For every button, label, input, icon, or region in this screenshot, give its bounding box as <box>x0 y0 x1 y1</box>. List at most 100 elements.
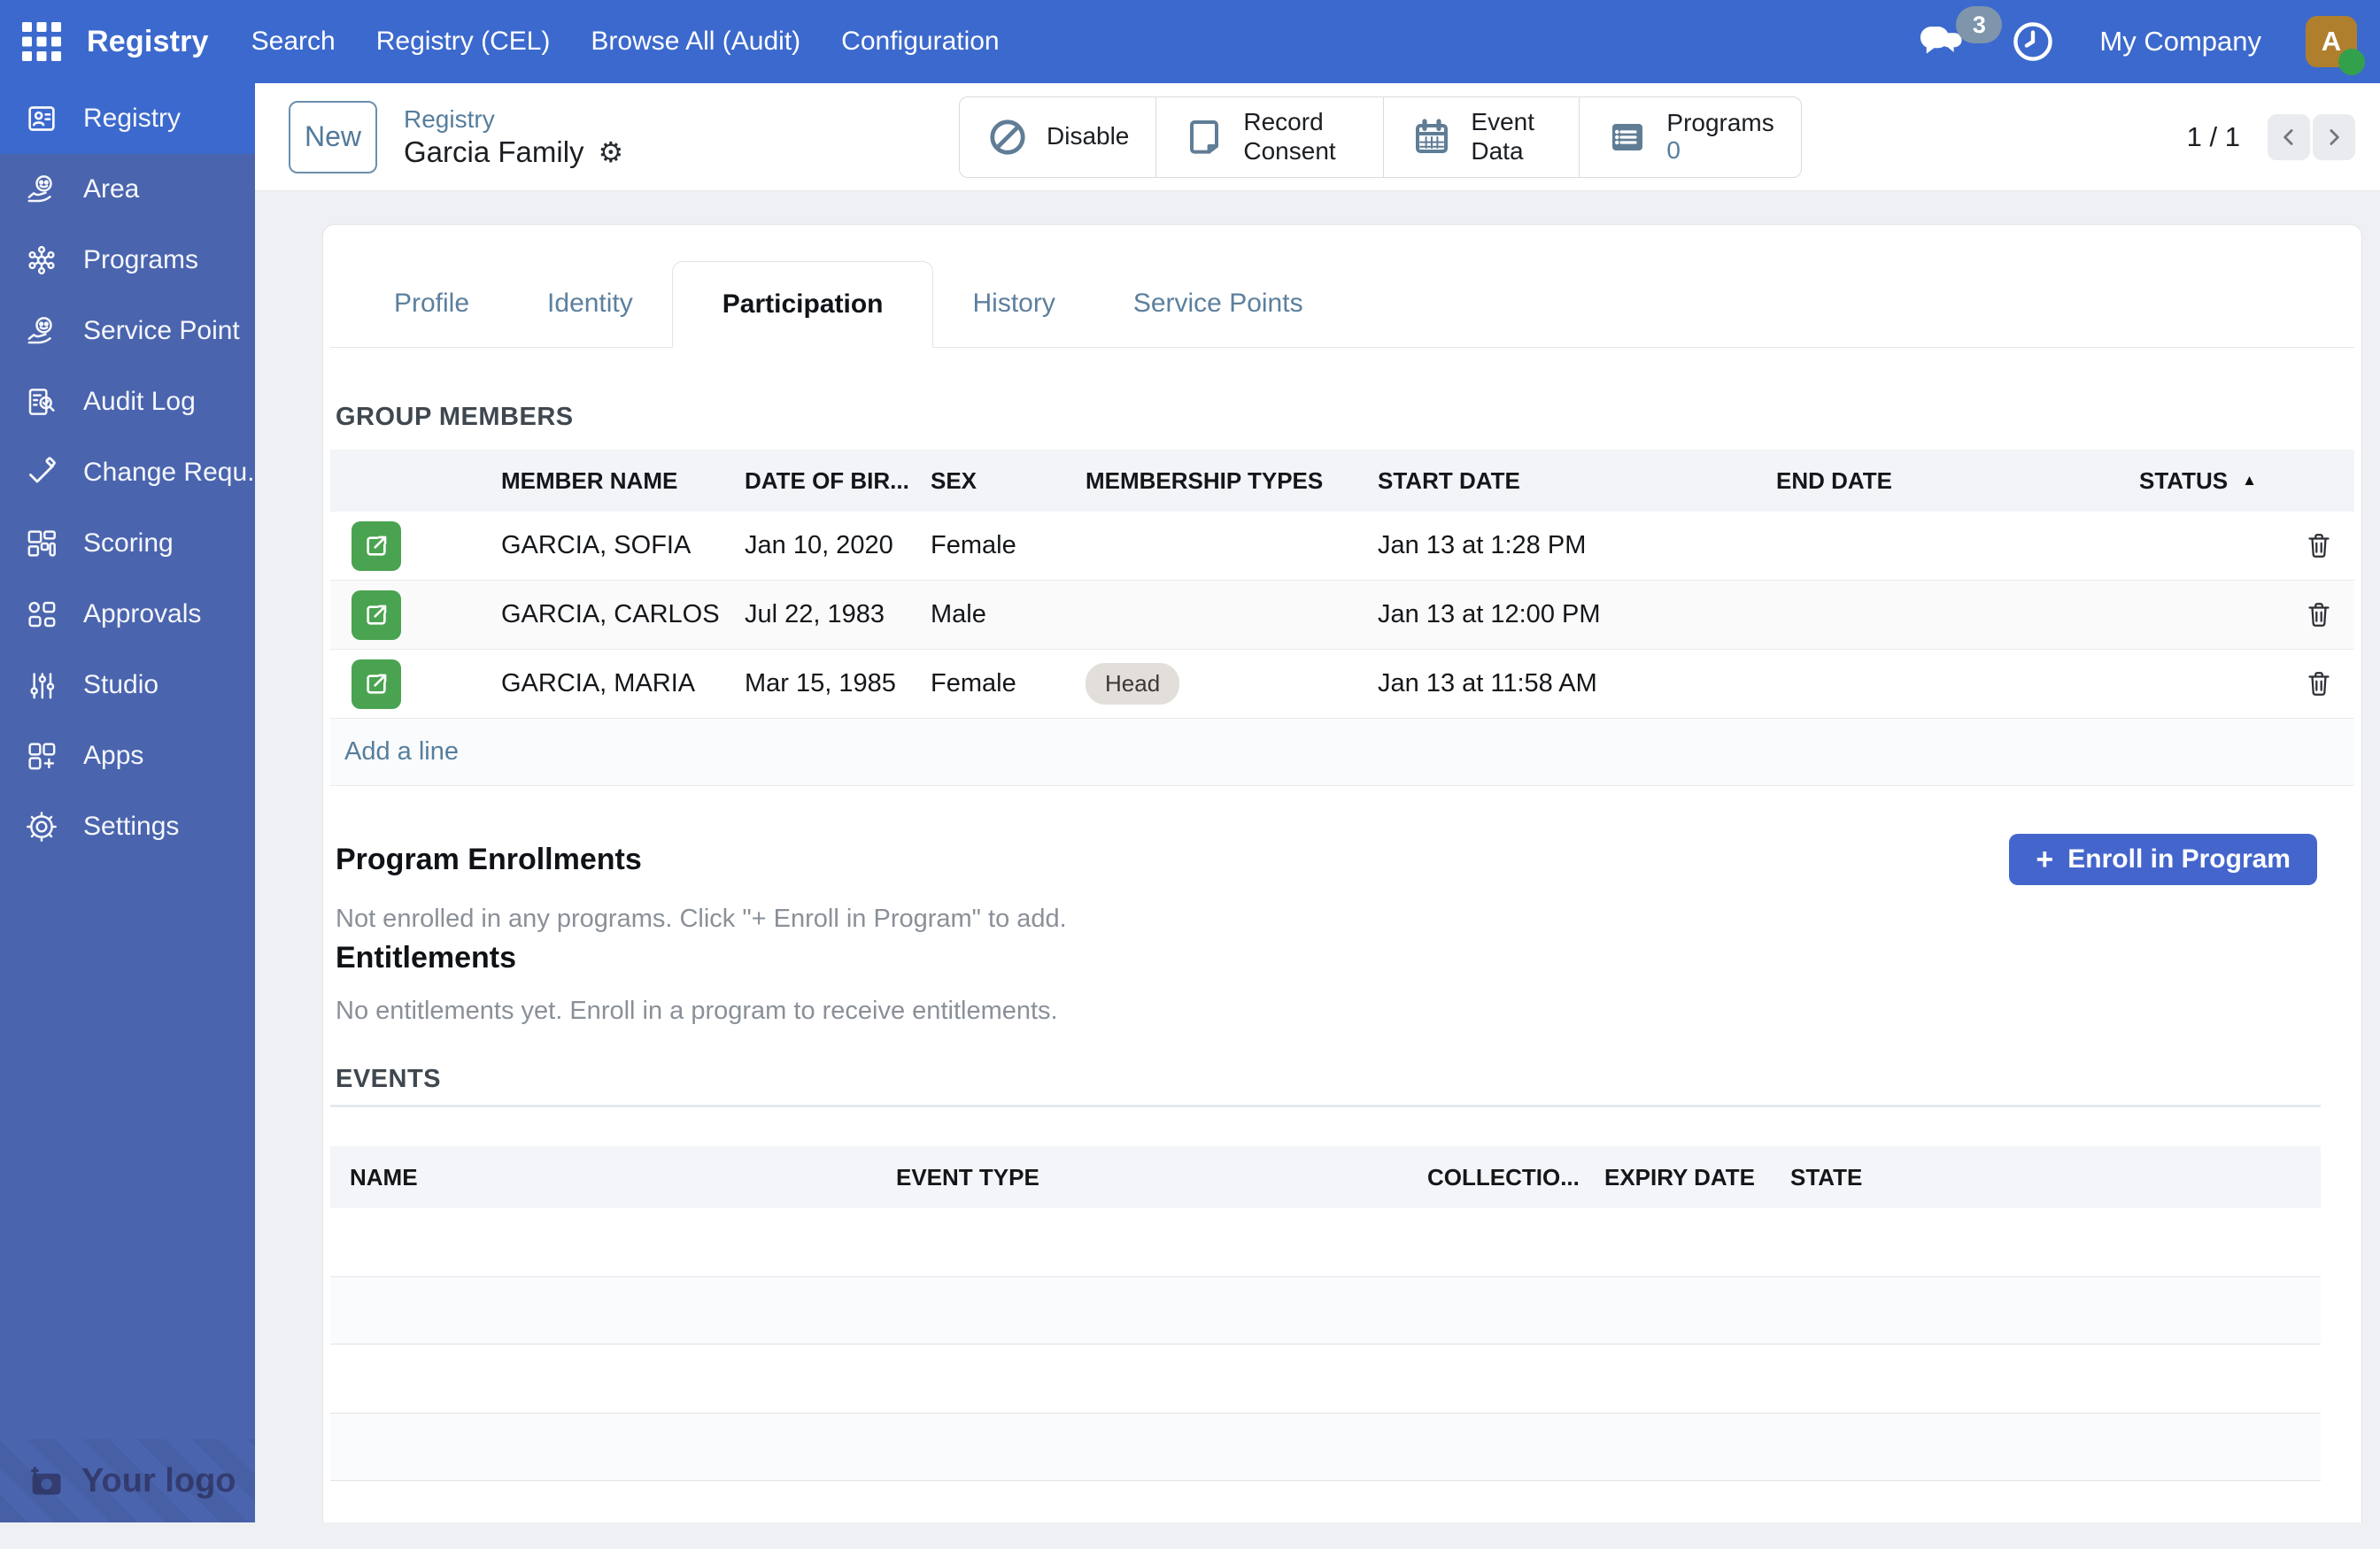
calendar-icon <box>1410 116 1453 158</box>
document-icon <box>1183 116 1225 158</box>
apps-grid-icon[interactable] <box>21 21 62 62</box>
open-record-button[interactable] <box>352 590 401 640</box>
sidebar-item-label: Apps <box>83 741 144 770</box>
column-start-date[interactable]: START DATE <box>1378 466 1520 494</box>
hand-people-icon <box>24 172 59 207</box>
table-row[interactable]: GARCIA, MARIA Mar 15, 1985 Female Head J… <box>330 650 2354 719</box>
record-title: Garcia Family <box>404 135 584 168</box>
control-panel: New Registry Garcia Family ⚙ Disable Rec <box>255 83 2380 191</box>
column-event-type[interactable]: EVENT TYPE <box>896 1163 1039 1191</box>
sidebar-item-label: Approvals <box>83 599 202 628</box>
breadcrumb: Registry Garcia Family ⚙ <box>404 105 623 169</box>
open-record-button[interactable] <box>352 659 401 709</box>
column-expiry-date[interactable]: EXPIRY DATE <box>1604 1163 1756 1191</box>
tab-participation[interactable]: Participation <box>671 261 934 348</box>
column-member-name[interactable]: MEMBER NAME <box>501 466 678 494</box>
plus-icon: + <box>2036 843 2054 876</box>
cell-sex: Female <box>931 531 1016 559</box>
table-row[interactable]: GARCIA, SOFIA Jan 10, 2020 Female Jan 13… <box>330 512 2354 581</box>
pager-next-button[interactable] <box>2313 113 2355 160</box>
sidebar-item-approvals[interactable]: Approvals <box>0 579 255 650</box>
events-empty-row <box>330 1481 2321 1549</box>
menu-configuration[interactable]: Configuration <box>841 27 1000 56</box>
company-switcher[interactable]: My Company <box>2099 26 2261 57</box>
tab-profile[interactable]: Profile <box>394 289 470 318</box>
sidebar-item-scoring[interactable]: Scoring <box>0 508 255 579</box>
delete-row-button[interactable] <box>2298 524 2340 566</box>
cell-member-name: GARCIA, SOFIA <box>501 531 692 559</box>
sort-asc-icon: ▲ <box>2242 472 2257 489</box>
online-status-dot <box>2338 49 2365 75</box>
group-members-title: GROUP MEMBERS <box>336 403 574 431</box>
column-collection[interactable]: COLLECTIO... <box>1427 1163 1580 1191</box>
column-status[interactable]: STATUS ▲ <box>2139 466 2257 494</box>
record-form-card: Profile Identity Participation History S… <box>322 224 2362 1522</box>
trash-icon <box>2308 602 2330 627</box>
chevron-right-icon <box>2330 128 2339 145</box>
program-enrollments-title: Program Enrollments <box>336 842 642 876</box>
sidebar-item-service-point[interactable]: Service Point <box>0 296 255 366</box>
record-action-buttons: Disable Record Consent Event Data <box>959 96 1802 178</box>
column-end-date[interactable]: END DATE <box>1776 466 1892 494</box>
sidebar-item-programs[interactable]: Programs <box>0 225 255 296</box>
sidebar-item-audit-log[interactable]: Audit Log <box>0 366 255 437</box>
entitlements-empty-text: No entitlements yet. Enroll in a program… <box>336 997 1058 1025</box>
entitlements-title: Entitlements <box>336 941 517 975</box>
external-link-icon <box>367 605 387 625</box>
activity-clock-icon[interactable] <box>2011 19 2055 64</box>
sidebar-item-label: Programs <box>83 245 199 274</box>
disable-button[interactable]: Disable <box>960 97 1155 177</box>
sidebar-item-change-requests[interactable]: Change Requ... <box>0 437 255 508</box>
delete-row-button[interactable] <box>2298 593 2340 636</box>
menu-registry-cel[interactable]: Registry (CEL) <box>375 27 551 56</box>
sidebar-item-area[interactable]: Area <box>0 154 255 225</box>
company-logo-placeholder: Your logo <box>0 1439 255 1522</box>
user-avatar[interactable]: A <box>2306 16 2365 75</box>
sidebar-item-registry[interactable]: Registry <box>0 83 255 154</box>
cell-sex: Female <box>931 669 1016 697</box>
notebook-tabs: Profile Identity Participation History S… <box>330 225 2354 348</box>
column-name[interactable]: NAME <box>350 1163 418 1191</box>
new-button[interactable]: New <box>289 100 377 173</box>
table-row[interactable]: GARCIA, CARLOS Jul 22, 1983 Male Jan 13 … <box>330 581 2354 650</box>
pager: 1 / 1 <box>2187 113 2355 160</box>
column-date-of-birth[interactable]: DATE OF BIR... <box>745 466 909 494</box>
sidebar-item-label: Scoring <box>83 528 174 558</box>
top-menu: Search Registry (CEL) Browse All (Audit)… <box>251 27 1000 57</box>
menu-search[interactable]: Search <box>251 27 336 56</box>
external-link-icon <box>367 536 387 556</box>
logo-text: Your logo <box>81 1461 236 1499</box>
list-icon <box>1606 116 1649 158</box>
tab-service-points[interactable]: Service Points <box>1132 289 1303 318</box>
column-state[interactable]: STATE <box>1790 1163 1863 1191</box>
programs-stat-button[interactable]: Programs 0 <box>1579 96 1800 177</box>
sidebar-item-settings[interactable]: Settings <box>0 791 255 862</box>
event-data-button[interactable]: Event Data <box>1383 96 1579 177</box>
record-consent-button[interactable]: Record Consent <box>1155 96 1383 177</box>
sidebar-item-studio[interactable]: Studio <box>0 650 255 721</box>
menu-browse-all-audit[interactable]: Browse All (Audit) <box>591 27 801 56</box>
hand-people-icon <box>24 313 59 349</box>
events-empty-row <box>330 1276 2321 1345</box>
messages-button[interactable]: 3 <box>1917 6 2003 63</box>
add-a-line-link[interactable]: Add a line <box>344 737 459 766</box>
sidebar-item-label: Registry <box>83 104 182 133</box>
open-record-button[interactable] <box>352 520 401 571</box>
cell-dob: Mar 15, 1985 <box>745 669 896 697</box>
marker-check-icon <box>24 455 59 490</box>
id-card-icon <box>24 101 59 136</box>
tab-identity[interactable]: Identity <box>547 289 633 318</box>
pager-previous-button[interactable] <box>2268 113 2310 160</box>
column-sex[interactable]: SEX <box>931 466 978 494</box>
record-actions-gear-icon[interactable]: ⚙ <box>598 135 624 168</box>
tab-history[interactable]: History <box>972 289 1055 318</box>
apps-plus-icon <box>24 738 59 774</box>
breadcrumb-registry-link[interactable]: Registry <box>404 104 495 133</box>
sidebar-item-label: Settings <box>83 812 180 841</box>
program-enrollments-section: Program Enrollments + Enroll in Program … <box>330 834 2354 1026</box>
sidebar-item-apps[interactable]: Apps <box>0 721 255 791</box>
cell-start-date: Jan 13 at 1:28 PM <box>1378 531 1587 559</box>
enroll-in-program-button[interactable]: + Enroll in Program <box>2009 834 2317 885</box>
column-membership-types[interactable]: MEMBERSHIP TYPES <box>1086 466 1324 494</box>
delete-row-button[interactable] <box>2298 662 2340 705</box>
